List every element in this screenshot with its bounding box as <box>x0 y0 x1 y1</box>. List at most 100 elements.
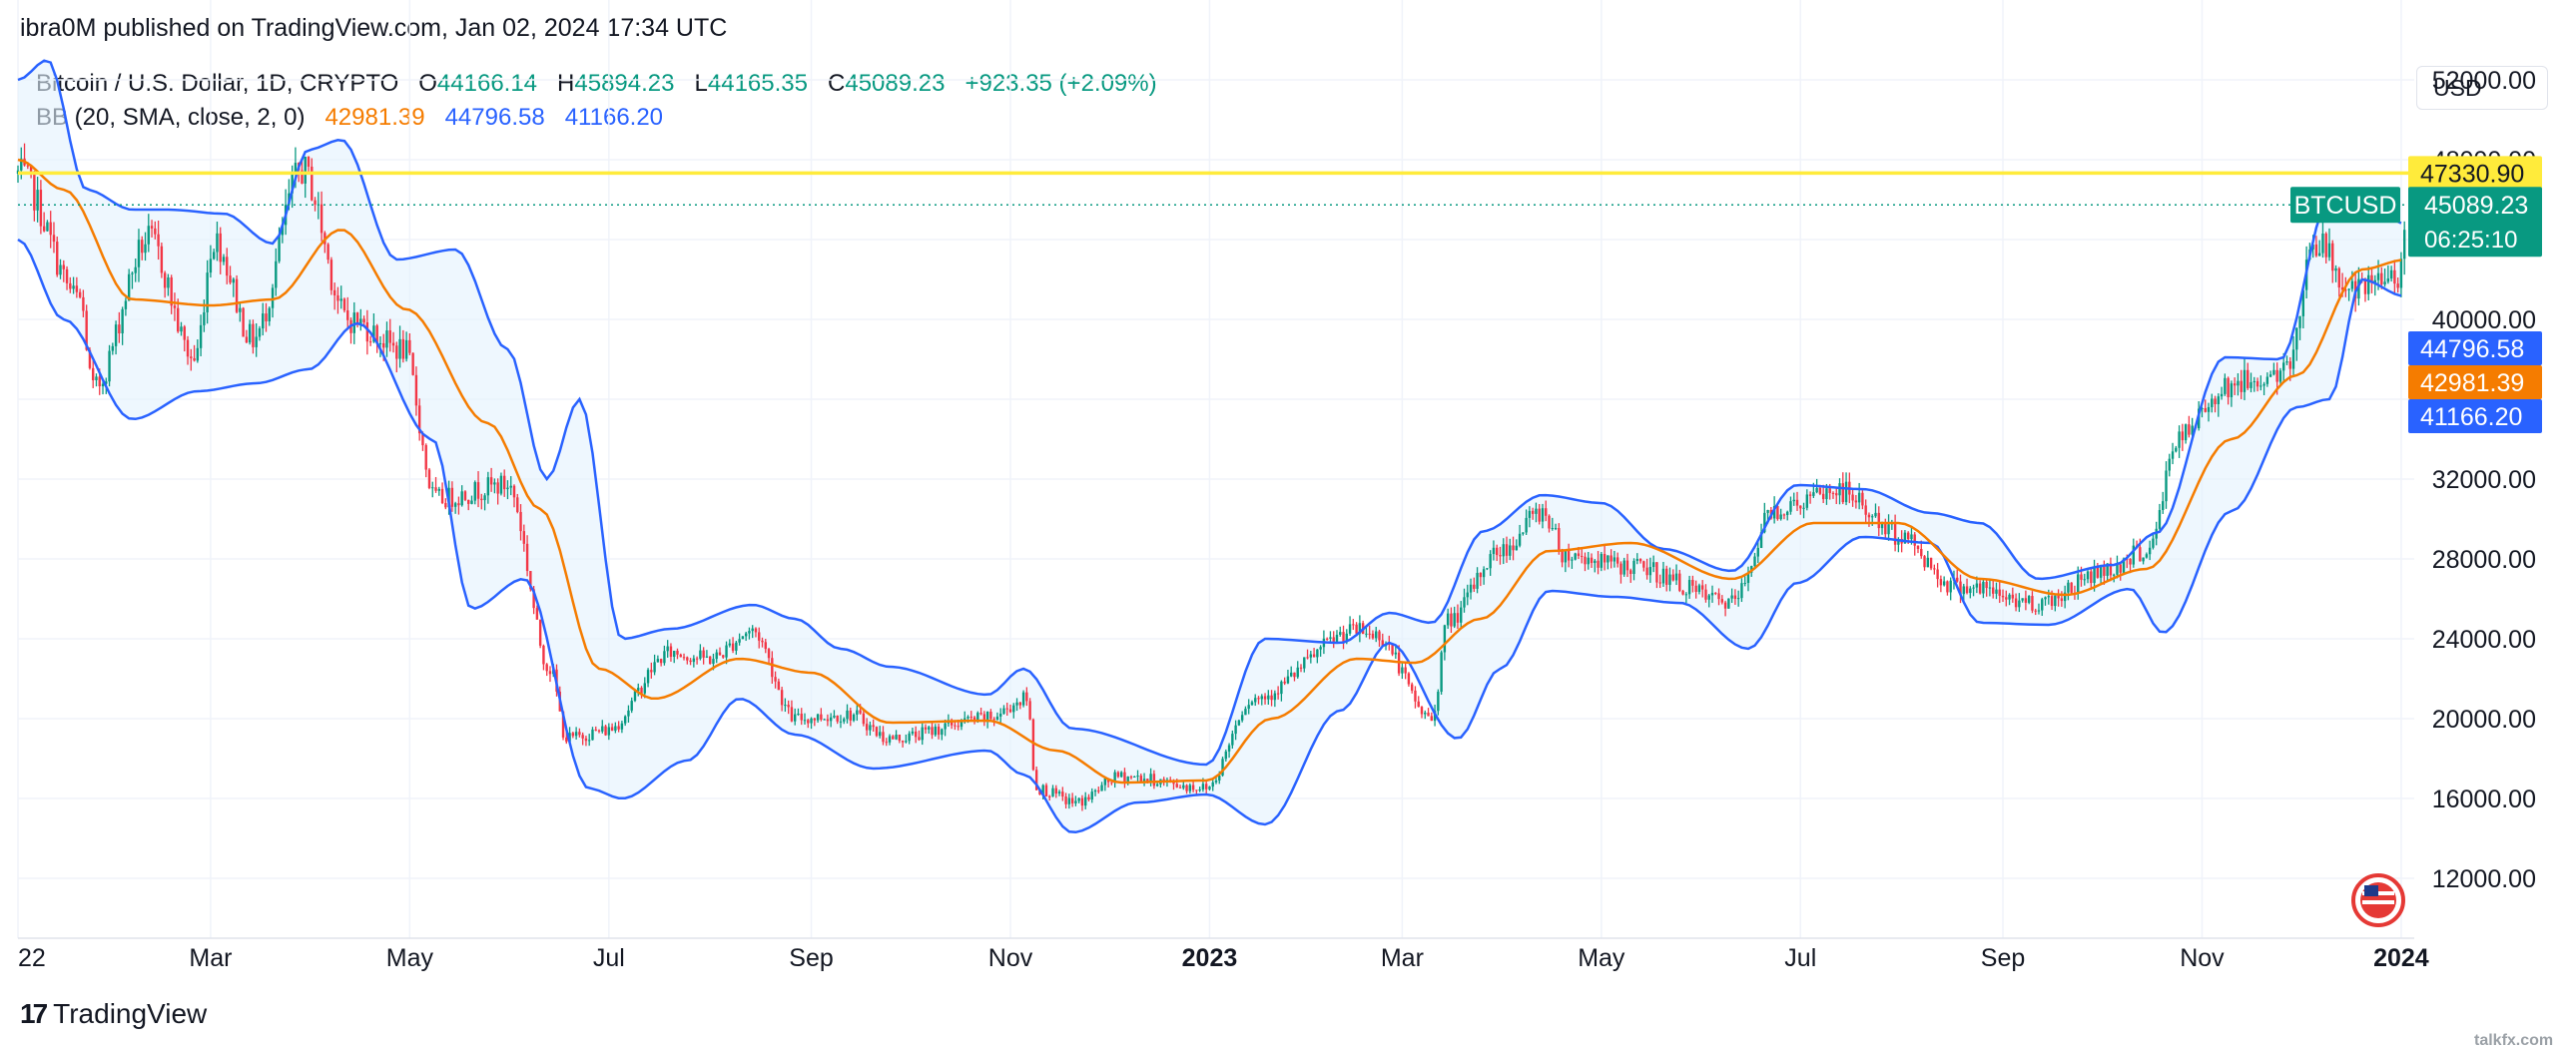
candle-body <box>1603 553 1607 563</box>
candle-body <box>1149 774 1152 782</box>
candle-body <box>42 226 46 232</box>
candle-body <box>1632 560 1635 575</box>
candle-body <box>2201 408 2204 410</box>
candle-body <box>2116 564 2119 575</box>
candle-body <box>226 257 229 276</box>
candle-body <box>2070 582 2073 593</box>
candle-body <box>771 658 774 678</box>
candle-body <box>872 725 875 728</box>
candle-body <box>2067 582 2070 593</box>
candle-body <box>1723 602 1727 609</box>
candle-body <box>1355 624 1358 634</box>
candle-body <box>2275 369 2278 382</box>
candle-body <box>843 719 846 722</box>
candle-body <box>892 736 895 740</box>
candle-body <box>1182 785 1185 789</box>
candle-body <box>307 157 311 167</box>
candle-body <box>2298 315 2301 328</box>
tradingview-logo[interactable]: 17 TradingView <box>20 998 207 1030</box>
candle-body <box>1597 560 1600 568</box>
candle-body <box>2077 574 2080 594</box>
candle-body <box>39 190 43 227</box>
candle-body <box>2122 558 2126 573</box>
candle-body <box>2018 600 2021 608</box>
candle-body <box>1466 592 1469 598</box>
candle-body <box>141 240 144 254</box>
candle-body <box>1538 508 1541 522</box>
candle-body <box>493 482 496 485</box>
candle-body <box>1763 512 1766 533</box>
price-chart[interactable]: 52000.0048000.0044000.0040000.0036000.00… <box>0 0 2576 998</box>
candle-body <box>2285 361 2288 363</box>
candle-body <box>2099 566 2103 578</box>
currency-button[interactable]: USD <box>2416 66 2548 110</box>
candle-body <box>1041 785 1044 794</box>
candle-body <box>1283 681 1286 684</box>
candle-body <box>489 477 493 485</box>
candle-body <box>372 325 375 342</box>
candle-body <box>1348 624 1352 634</box>
candle-body <box>271 287 275 308</box>
countdown-text: 06:25:10 <box>2424 227 2517 254</box>
candle-body <box>1714 592 1717 594</box>
candle-body <box>1884 523 1887 535</box>
candle-body <box>502 475 506 490</box>
y-tick-label: 12000.00 <box>2432 865 2536 893</box>
candle-body <box>630 701 633 711</box>
candle-body <box>1093 789 1097 792</box>
candle-body <box>918 737 921 741</box>
candle-body <box>1548 515 1551 529</box>
candle-body <box>1175 784 1178 788</box>
candle-body <box>1440 652 1443 693</box>
candle-body <box>1962 586 1965 595</box>
candle-body <box>29 166 33 173</box>
candle-body <box>1054 788 1057 794</box>
candle-body <box>467 499 470 504</box>
candle-body <box>581 735 584 739</box>
candle-body <box>1469 584 1473 593</box>
candle-body <box>803 720 807 722</box>
candle-body <box>1254 698 1257 703</box>
candle-body <box>610 727 614 732</box>
y-tick-label: 40000.00 <box>2432 306 2536 334</box>
bb-label[interactable]: BB (20, SMA, close, 2, 0) <box>36 104 306 131</box>
candle-body <box>56 242 59 275</box>
candle-body <box>1622 560 1625 575</box>
candle-body <box>833 715 836 718</box>
symbol-name[interactable]: Bitcoin / U.S. Dollar, 1D, CRYPTO <box>36 70 399 97</box>
candle-body <box>604 726 607 736</box>
candle-body <box>839 721 843 723</box>
candle-body <box>278 235 281 262</box>
candle-body <box>1064 796 1067 804</box>
candle-body <box>790 707 794 722</box>
candle-body <box>705 656 709 658</box>
candle-body <box>982 714 986 722</box>
candle-body <box>2050 596 2054 607</box>
candle-body <box>1427 712 1430 717</box>
candle-body <box>1368 633 1371 635</box>
candle-body <box>2021 598 2024 601</box>
candle-body <box>2083 579 2086 581</box>
candle-body <box>1710 592 1714 596</box>
candle-body <box>1772 505 1776 519</box>
candle-body <box>1495 547 1499 556</box>
candle-body <box>2014 598 2018 608</box>
candle-body <box>856 710 859 715</box>
candle-body <box>751 628 754 632</box>
candle-body <box>2044 597 2047 600</box>
open-value: 44166.14 <box>436 70 538 97</box>
symbol-price-tag: BTCUSD <box>2294 192 2397 220</box>
candle-body <box>2370 274 2373 283</box>
candle-body <box>1733 595 1737 599</box>
candle-body <box>304 157 307 184</box>
candle-body <box>411 352 414 375</box>
candle-body <box>646 670 650 684</box>
candle-body <box>1857 492 1861 503</box>
candle-body <box>1221 759 1224 776</box>
candle-body <box>388 330 391 343</box>
candle-body <box>829 717 833 722</box>
candle-body <box>2145 554 2149 558</box>
candle-body <box>342 298 346 310</box>
candle-body <box>2063 592 2067 602</box>
candle-body <box>144 244 147 254</box>
